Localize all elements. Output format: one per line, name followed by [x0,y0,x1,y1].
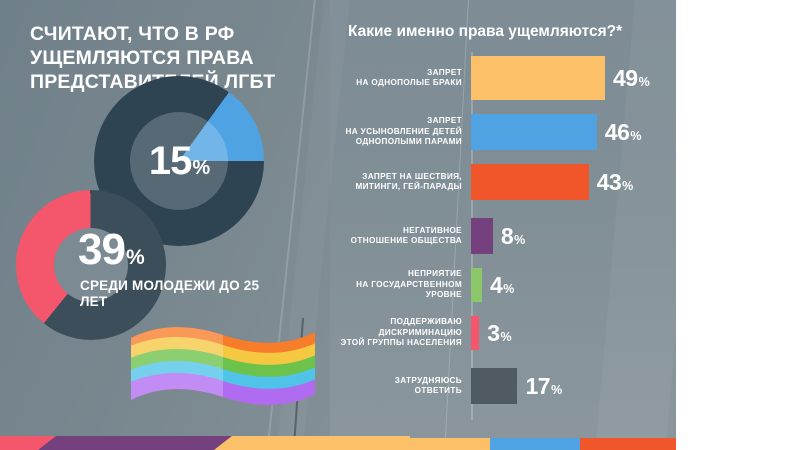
bar-value-percent: % [514,232,526,247]
bar-label-line: ОТНОШЕНИЕ ОБЩЕСТВА [350,236,462,245]
bar-value-percent: % [630,128,642,143]
rainbow-flag-icon [131,327,315,405]
bar-label-line: ЗАПРЕТ [427,116,462,126]
bar-value-percent: % [638,74,650,89]
strip-segment-2 [38,436,232,450]
bar-label-line: МИТИНГИ, ГЕЙ-ПАРАДЫ [355,182,462,191]
bar-chart-row: ПОДДЕРЖИВАЮ ДИСКРИМИНАЦИЮ ЭТОЙ ГРУППЫ НАСЕ… [340,316,670,350]
flag-stripe-3 [131,337,315,367]
strip-segment-5 [580,438,676,450]
bar-value-number: 17 [525,372,551,399]
bar-value: 49% [613,64,650,91]
bar-value: 3% [487,319,512,346]
bar-label-line: НА ОДНОПОЛЫЕ БРАКИ [356,78,462,87]
bar [471,316,480,350]
bar-label-line: ЗАТРУДНЯЮСЬ [394,375,462,385]
bar-value-number: 8 [500,222,514,249]
strip-segment-4 [490,438,580,450]
main-panel: СЧИТАЮТ, ЧТО В РФ УЩЕМЛЯЮТСЯ ПРАВА ПРЕДС… [0,0,676,450]
flag-stripe-5 [131,361,315,391]
bar-label: ЗАТРУДНЯЮСЬ ОТВЕТИТЬ [340,376,471,397]
bar-value-percent: % [500,329,512,344]
donut-youth-value: 39% [78,228,145,272]
bar-label-line: ЗАПРЕТ НА ШЕСТВИЯ, [362,171,462,181]
bar-label-line: ДИСКРИМИНАЦИЮ [378,327,462,337]
bar [471,268,482,302]
bar-label-line: ЗАПРЕТ [427,67,462,77]
donut-chart-youth-center [16,190,166,340]
bar-value-number: 4 [489,271,503,298]
bar-value-percent: % [622,178,634,193]
bar-value: 43% [596,168,634,195]
bar-chart-row: ЗАПРЕТ НА ОДНОПОЛЫЕ БРАКИ 49% [340,56,670,100]
flag-stripe-6 [131,373,315,405]
bar-label-line: ПОДДЕРЖИВАЮ [390,317,462,327]
bar-label: НЕГАТИВНОЕ ОТНОШЕНИЕ ОБЩЕСТВА [340,226,471,247]
bar [471,56,605,100]
strip-segment-1 [0,436,56,450]
flag-stripe-4 [131,349,315,379]
flag-left-highlight [131,327,223,405]
bar-chart-row: ЗАПРЕТ НА ШЕСТВИЯ, МИТИНГИ, ГЕЙ-ПАРАДЫ 43% [340,164,670,200]
bar-chart-row: НЕПРИЯТИЕ НА ГОСУДАРСТВЕННОМ УРОВНЕ 4% [340,268,670,302]
bar-value-percent: % [551,382,563,397]
bar [471,368,518,404]
donut-youth-number: 39 [78,225,126,274]
donut-total-value: 15% [148,139,210,183]
bar-label-line: НА УСЫНОВЛЕНИЕ ДЕТЕЙ [345,126,462,136]
bar-value-percent: % [503,281,515,296]
strip-segment-3b [410,438,490,450]
bar-chart-rows: ЗАПРЕТ НА ОДНОПОЛЫЕ БРАКИ 49% ЗАПРЕТ НА УСЫН… [340,56,670,404]
bar-value-number: 49 [613,64,638,91]
bar-label-line: НЕГАТИВНОЕ [402,225,462,235]
bar-value: 4% [489,271,515,298]
bar-value: 46% [604,118,642,145]
bar-chart-row: ЗАПРЕТ НА УСЫНОВЛЕНИЕ ДЕТЕЙ ОДНОПОЛЫМИ ПАР… [340,114,670,150]
donut-youth-percent: % [125,246,145,269]
bar-label: ЗАПРЕТ НА ОДНОПОЛЫЕ БРАКИ [340,68,471,89]
bar-label-line: ОТВЕТИТЬ [414,386,462,395]
bar-value-number: 43 [596,168,622,195]
bar-value-number: 3 [487,319,500,346]
bar-label: ПОДДЕРЖИВАЮ ДИСКРИМИНАЦИЮ ЭТОЙ ГРУППЫ НАСЕ… [340,317,471,349]
bar-label-line: ОДНОПОЛЫМИ ПАРАМИ [355,137,462,147]
bar-chart-row: НЕГАТИВНОЕ ОТНОШЕНИЕ ОБЩЕСТВА 8% [340,218,670,254]
donut-youth-caption: СРЕДИ МОЛОДЕЖИ ДО 25 ЛЕТ [80,278,260,309]
bar-label: НЕПРИЯТИЕ НА ГОСУДАРСТВЕННОМ УРОВНЕ [340,269,471,301]
bar-label-line: ЭТОЙ ГРУППЫ НАСЕЛЕНИЯ [340,338,462,348]
bar-label-line: НА ГОСУДАРСТВЕННОМ УРОВНЕ [356,279,462,300]
flag-stripes [131,327,315,405]
right-rail: * все, кто считает, что права представит… [676,0,800,450]
bar-chart-row: ЗАТРУДНЯЮСЬ ОТВЕТИТЬ 17% [340,368,670,404]
bar [471,114,597,150]
bar [471,164,589,200]
flag-stripe-2 [131,327,315,355]
bar-label: ЗАПРЕТ НА УСЫНОВЛЕНИЕ ДЕТЕЙ ОДНОПОЛЫМИ ПАР… [340,116,471,148]
strip-segment-3 [214,436,410,450]
donut-chart-total-center: 15% [130,112,228,210]
bar-value: 8% [500,222,526,249]
donut-total-number: 15 [148,139,192,183]
bottom-color-strip [0,436,676,450]
bar-value: 17% [525,372,563,399]
bar-value-number: 46 [604,118,630,145]
donut-total-percent: % [192,157,210,179]
bar [471,218,493,254]
bar-label-line: НЕПРИЯТИЕ [408,269,462,279]
bar-label: ЗАПРЕТ НА ШЕСТВИЯ, МИТИНГИ, ГЕЙ-ПАРАДЫ [340,172,471,193]
chart-title: Какие именно права ущемляются?* [348,23,623,40]
